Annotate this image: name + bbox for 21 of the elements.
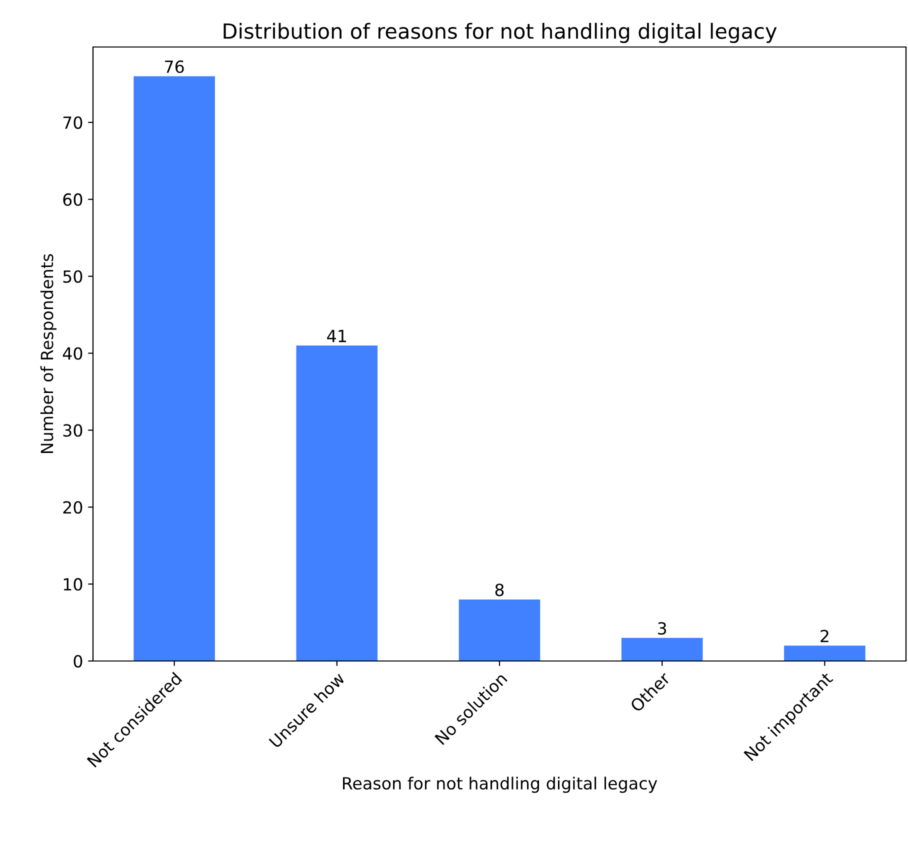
y-tick-label: 10 [64, 578, 82, 591]
y-axis-title: Number of Respondents [40, 254, 57, 454]
data-label: 2 [820, 630, 828, 642]
y-tick-label: 50 [63, 270, 82, 283]
data-label: 8 [495, 584, 504, 596]
bar [458, 599, 540, 661]
bar [134, 76, 215, 661]
bar [296, 346, 378, 661]
bar [621, 638, 703, 661]
y-tick-label: 30 [63, 424, 82, 437]
y-tick-label: 0 [74, 654, 82, 668]
y-tick-label: 20 [63, 501, 82, 514]
bar [784, 646, 866, 661]
x-axis-title: Reason for not handling digital legacy [343, 776, 658, 793]
data-label: 41 [327, 330, 346, 342]
y-tick-label: 70 [63, 116, 82, 129]
y-tick-label: 60 [63, 193, 82, 206]
chart-title: Distribution of reasons for not handling digital legacy [224, 22, 777, 43]
data-label: 76 [165, 60, 184, 74]
y-tick-label: 40 [62, 347, 82, 360]
data-label: 3 [658, 622, 666, 635]
